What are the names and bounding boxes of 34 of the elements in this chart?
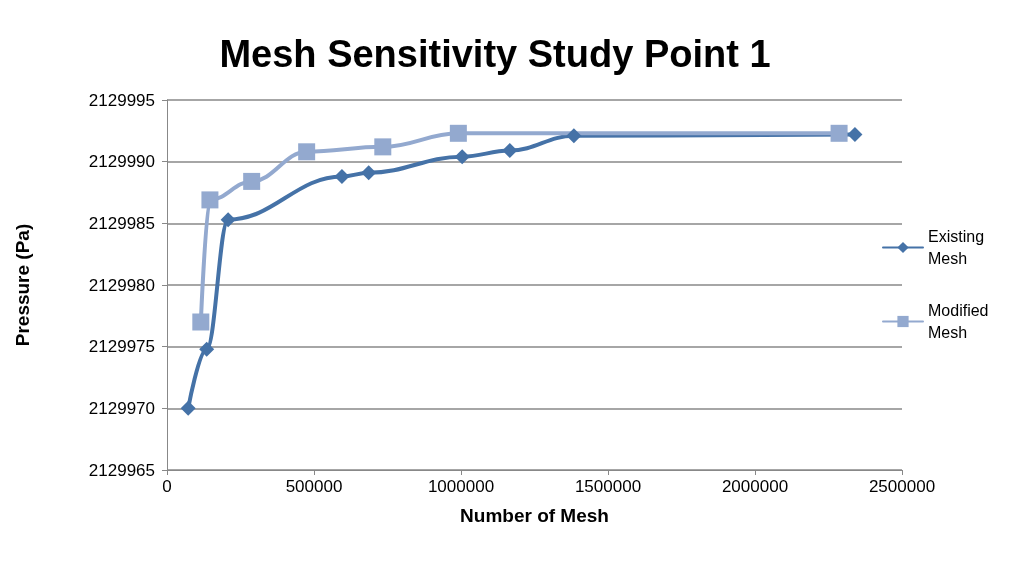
x-tick-label: 1000000 [427,477,495,496]
y-tick-label: 2129975 [88,337,155,357]
legend-label: Modified Mesh [928,302,993,341]
x-tick-label: 500000 [285,477,343,496]
legend-label: Existing Mesh [928,228,989,267]
point [334,168,350,184]
y-tick-label: 2129980 [88,275,155,295]
point [449,124,467,142]
point [502,143,518,159]
point [201,191,219,209]
y-tick-label: 2129990 [88,152,155,172]
point [180,400,196,416]
point [361,165,377,181]
y-tick-label: 2129985 [88,213,155,233]
point [243,172,261,190]
x-tick-label: 0 [162,477,172,496]
y-tick-label: 2129965 [88,460,155,480]
y-axis-title: Pressure (Pa) [12,223,33,347]
point [566,128,582,144]
point [374,138,392,156]
y-tick-label: 2129970 [88,398,155,418]
point [454,149,470,165]
x-axis-title: Number of Mesh [460,505,609,526]
point [298,143,316,161]
x-tick-label: 2500000 [868,477,936,496]
point [830,124,848,142]
point [847,127,863,143]
chart-title: Mesh Sensitivity Study Point 1 [219,33,771,75]
y-tick-label: 2129995 [88,90,155,110]
point [199,341,215,357]
x-tick-label: 1500000 [574,477,642,496]
x-tick-label: 2000000 [721,477,789,496]
point [192,313,210,331]
point [220,212,236,228]
